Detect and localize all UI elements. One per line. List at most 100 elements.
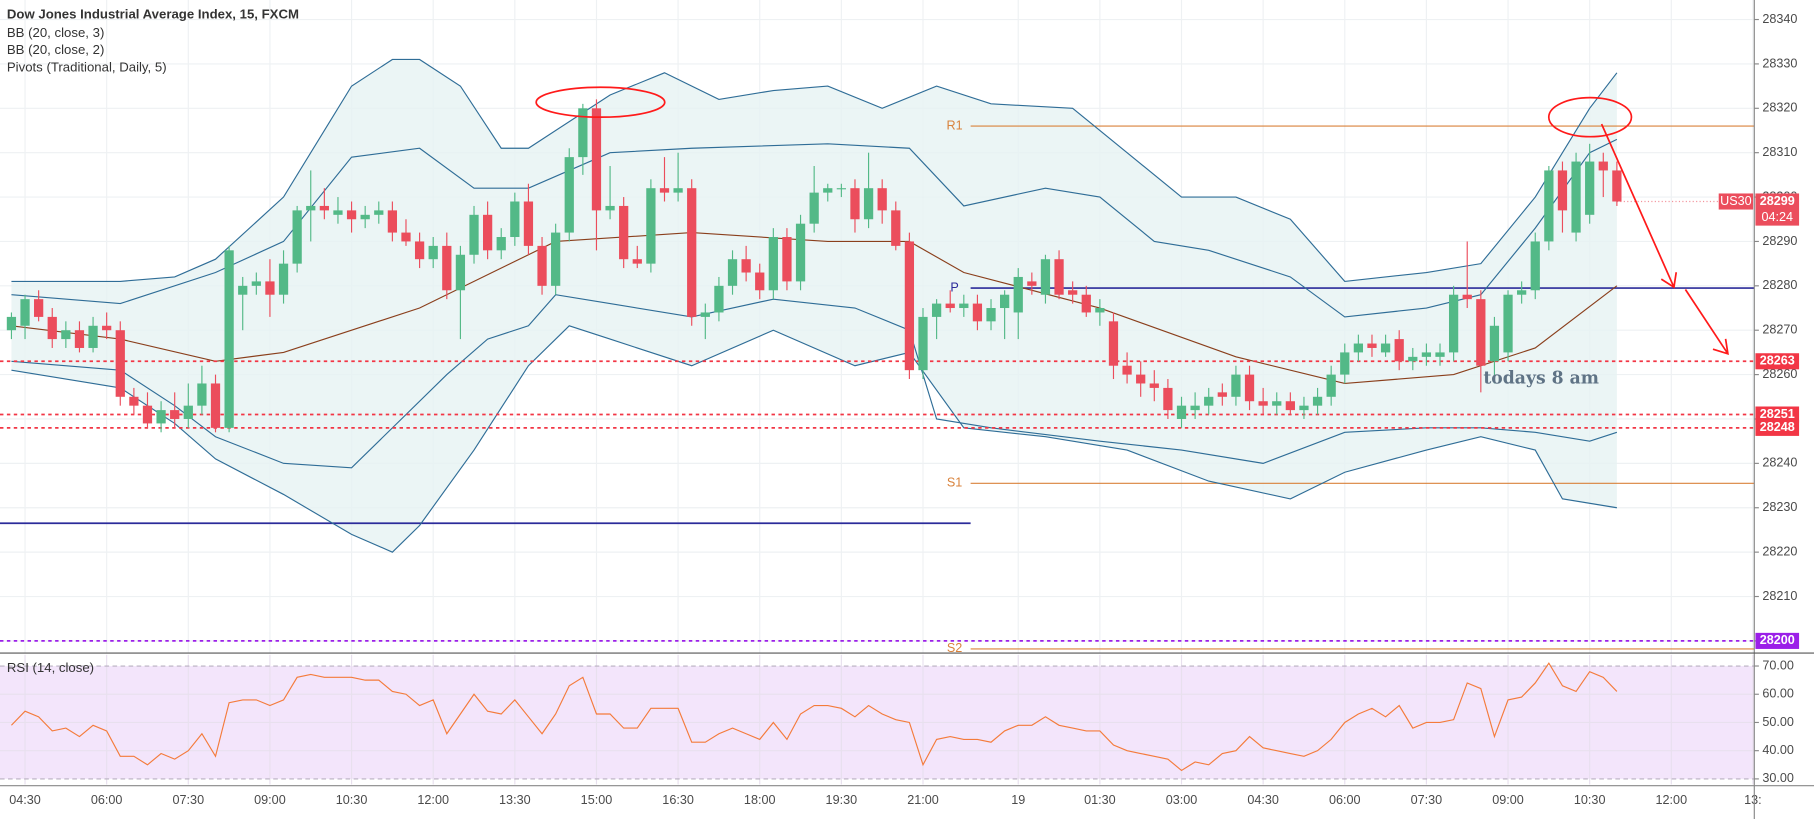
candle-body (972, 303, 983, 322)
price-badge (1755, 353, 1800, 370)
y-tick-label: 40.00 (1762, 743, 1794, 757)
x-tick-label: 13: (1744, 793, 1762, 807)
candle-body (61, 330, 71, 340)
price-badge-label: 28251 (1760, 407, 1795, 421)
price-badge-label: 28200 (1760, 633, 1795, 647)
candle-body (6, 316, 17, 331)
bollinger-line (11, 58, 1618, 282)
candle-body (1190, 405, 1200, 411)
candle-body (20, 299, 30, 326)
price-badge (1755, 632, 1800, 649)
candle-body (333, 210, 343, 215)
candle-body (1122, 365, 1132, 375)
arrow (1684, 288, 1729, 356)
price-badge (1755, 419, 1800, 436)
candle-body (782, 237, 792, 282)
candle-body (115, 330, 125, 397)
x-tick-label: 19 (1011, 793, 1025, 807)
candle-body (1530, 241, 1540, 291)
y-tick-label: 28310 (1762, 145, 1797, 159)
candle-body (306, 205, 316, 211)
candle-body (265, 281, 275, 295)
pivot-label: S2 (947, 641, 962, 655)
candle-body (1517, 290, 1527, 295)
y-tick-label: 28340 (1762, 12, 1797, 26)
candle-body (482, 214, 493, 251)
chart-title: Dow Jones Industrial Average Index, 15, … (7, 6, 299, 21)
candle-body (1380, 343, 1391, 353)
x-tick-label: 07:30 (173, 793, 205, 807)
candle-body (687, 188, 697, 317)
candle-body (1272, 401, 1282, 406)
candle-body (455, 254, 466, 291)
candle-body (74, 330, 85, 348)
candle-body (469, 214, 479, 255)
candle-body (591, 108, 602, 211)
pivot-label: R1 (946, 118, 962, 132)
candle-body (1108, 321, 1119, 366)
candle-body (1421, 352, 1432, 357)
bollinger-line (11, 325, 1617, 553)
candle-body (251, 281, 261, 286)
x-tick-label: 07:30 (1411, 793, 1443, 807)
candle-body (646, 188, 656, 264)
price-badge-label: 28248 (1760, 420, 1795, 434)
study-label: Pivots (Traditional, Daily, 5) (7, 59, 167, 74)
candle-body (891, 210, 901, 246)
candle-body (1435, 352, 1445, 357)
candle-body (959, 303, 969, 309)
candle-body (1258, 401, 1268, 406)
candle-body (904, 241, 915, 371)
candle-body (836, 188, 846, 190)
x-tick-label: 12:00 (417, 793, 449, 807)
candle-body (156, 410, 166, 424)
study-label: BB (20, close, 3) (7, 25, 104, 40)
x-tick-label: 01:30 (1084, 793, 1116, 807)
candle-body (1095, 308, 1105, 313)
candle-body (292, 210, 302, 264)
price-badge-label: 28263 (1760, 354, 1795, 368)
candle-body (1340, 352, 1350, 375)
candle-body (1000, 294, 1010, 309)
y-tick-label: 28280 (1762, 278, 1797, 292)
candle-body (170, 410, 180, 419)
candle-body (1040, 259, 1051, 295)
symbol-badge (1718, 193, 1754, 210)
countdown-label: 04:24 (1761, 210, 1793, 224)
candle-body (768, 237, 778, 291)
candle-body (741, 259, 751, 273)
study-label: BB (20, close, 2) (7, 42, 104, 57)
candle-body (1299, 405, 1309, 411)
candle-body (700, 312, 710, 317)
highlight-ellipse (1547, 96, 1633, 138)
y-tick-label: 28240 (1762, 456, 1797, 470)
candle-body (1448, 294, 1459, 353)
x-tick-label: 06:00 (1329, 793, 1361, 807)
candle-body (183, 405, 193, 419)
candle-body (1462, 294, 1472, 300)
y-tick-label: 28320 (1762, 101, 1797, 115)
candle-body (605, 205, 615, 211)
candle-body (918, 316, 928, 371)
bollinger-line (11, 138, 1618, 318)
pivot-label: S1 (947, 476, 962, 490)
candle-body (142, 405, 153, 424)
highlight-ellipse (535, 86, 666, 119)
candle-body (197, 383, 207, 406)
candle-body (401, 232, 411, 242)
candle-body (414, 241, 425, 260)
x-tick-label: 16:30 (662, 793, 694, 807)
candle-body (714, 285, 724, 313)
candle-body (659, 188, 670, 193)
candle-body (986, 308, 996, 322)
x-tick-label: 13:30 (499, 793, 531, 807)
candle-body (47, 316, 57, 340)
x-tick-label: 15:00 (581, 793, 613, 807)
pivot-label: P (950, 280, 958, 294)
candle-body (1136, 374, 1146, 384)
candle-body (1353, 343, 1364, 353)
y-tick-label: 28230 (1762, 500, 1797, 514)
x-tick-label: 10:30 (336, 793, 368, 807)
candle-body (360, 214, 370, 220)
candle-body (1612, 170, 1622, 202)
